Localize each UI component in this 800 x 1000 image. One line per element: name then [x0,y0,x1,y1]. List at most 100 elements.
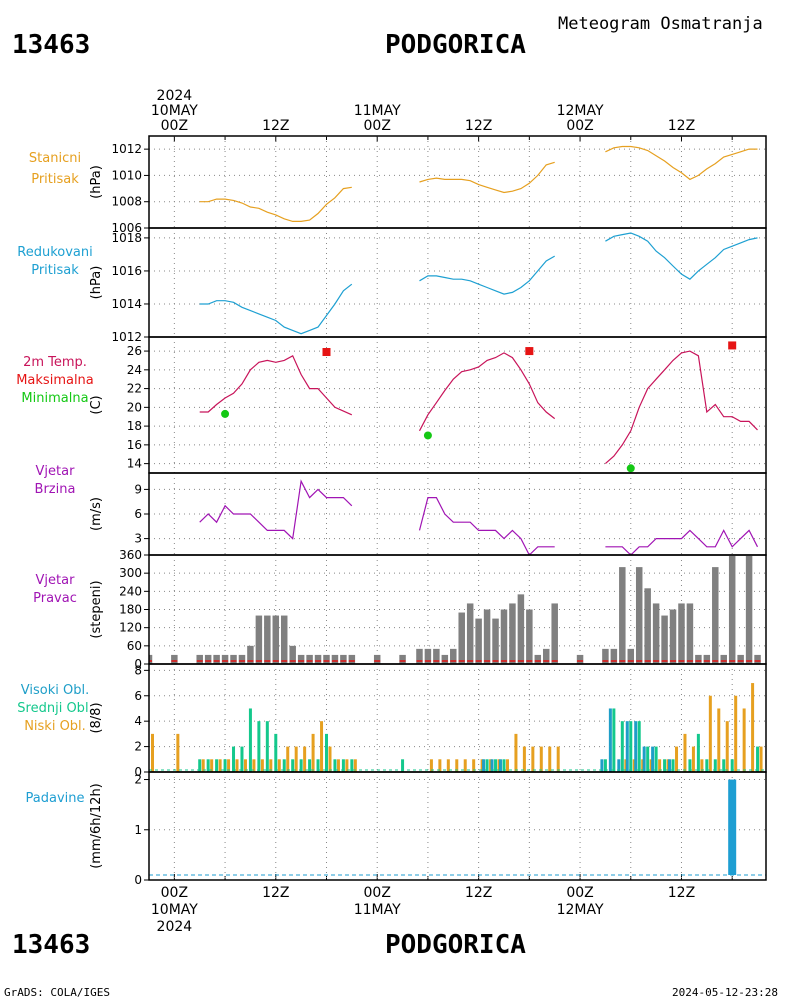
cloud-bar [328,746,332,772]
y-tick-label: 1016 [111,264,142,278]
cloud-bar [291,759,295,772]
top-time-label: 12Z [465,118,492,134]
cloud-bar [651,746,655,772]
panel-data [199,479,759,555]
cloud-bar [717,708,721,772]
wind-dir-bar [695,654,702,664]
top-time-label: 00Z [161,118,188,134]
cloud-bar [243,759,247,772]
footer-station-id: 13463 [12,930,91,960]
series-line [605,350,758,465]
cloud-bar [629,721,633,772]
meteogram-title: Meteogram Osmatranja [558,14,763,34]
min-temp-marker [423,431,432,440]
timestamp-label: 2024-05-12-23:28 [672,986,778,999]
panel-reduced: 1012 1014 1016 1018 (hPa) [89,227,767,344]
cloud-bar [294,746,298,772]
station-id: 13463 [12,30,91,60]
wind-dir-bar [551,603,558,664]
cloud-bar [248,708,252,772]
cloud-bar [675,746,679,772]
wind-dir-bar [652,603,660,664]
max-temp-marker [322,348,331,357]
bottom-time-label: 11MAY [354,902,401,918]
cloud-bar [696,733,700,772]
wind-dir-bar [149,654,153,664]
series-line [199,354,353,416]
cloud-bar [612,708,616,772]
wind-dir-bar [542,648,550,664]
bottom-time-label: 12Z [668,885,695,901]
panel-label-wind_dir: Pravac [33,591,77,606]
cloud-bar [446,759,450,772]
y-tick-label: 1012 [111,330,142,344]
cloud-bar [210,759,214,772]
wind-dir-bar [314,654,322,664]
wind-dir-bar [576,654,584,664]
wind-dir-bar [534,654,542,664]
y-tick-label: 24 [127,363,142,377]
series-line [199,283,353,335]
wind-dir-bar [264,615,271,664]
wind-dir-bar [213,654,220,664]
wind-dir-bar [297,654,305,664]
cloud-bar [713,759,717,772]
panel-wind_dir: 0 60 120 180 240 300 360 (stepeni) [89,548,767,671]
wind-dir-bar [500,609,508,664]
wind-dir-bar [526,609,533,664]
cloud-bar [522,746,526,772]
y-tick-label: 9 [134,482,142,496]
y-tick-label: 0 [134,657,142,671]
panel-precip: 0 1 2 (mm/6h/12h) [89,771,767,887]
bottom-time-label: 12Z [465,885,492,901]
wind-dir-bar [728,555,736,664]
cloud-bar [311,733,315,772]
wind-dir-bar [619,567,626,664]
cloud-bar [531,746,535,772]
cloud-bar [308,759,312,772]
wind-dir-bar [280,615,288,664]
y-tick-label: 1006 [111,221,142,235]
cloud-bar [482,759,486,772]
wind-dir-bar [686,603,694,664]
wind-dir-bar [517,594,525,664]
cloud-bar [637,721,641,772]
wind-dir-bar [416,648,423,664]
panel-label-reduced: Pritisak [31,263,79,278]
wind-dir-bar [602,648,609,664]
top-time-label: 11MAY [354,103,401,119]
panel-wind_speed: 3 6 9 (m/s) [89,472,767,556]
y-tick-label: 6 [134,689,142,703]
cloud-bar [286,746,290,772]
wind-dir-bar [247,645,254,664]
cloud-bar [401,759,405,772]
panel-unit-label: (stepeni) [89,580,104,638]
cloud-bar [658,759,662,772]
cloud-bar [759,746,763,772]
cloud-bar [274,733,278,772]
panel-unit-label: (mm/6h/12h) [89,783,104,869]
wind-dir-bar [238,654,246,664]
wind-dir-bar [720,654,727,664]
cloud-bar [751,683,755,772]
wind-dir-bar [204,654,212,664]
cloud-bar [688,759,692,772]
wind-dir-bar [644,588,651,664]
cloud-bar [663,759,667,772]
y-tick-label: 1012 [111,142,142,156]
cloud-bar [320,721,324,772]
cloud-bar [333,759,337,772]
cloud-bar [235,759,239,772]
wind-dir-bar [754,654,761,664]
panel-unit-label: (8/8) [89,702,104,733]
cloud-bar [725,721,729,772]
cloud-bar [498,759,502,772]
wind-dir-bar [661,615,668,664]
wind-dir-bar [331,654,339,664]
cloud-bar [485,759,489,772]
wind-dir-bar [678,603,685,664]
bottom-time-label: 2024 [157,919,193,935]
wind-dir-bar [272,615,280,664]
cloud-bar [756,746,760,772]
